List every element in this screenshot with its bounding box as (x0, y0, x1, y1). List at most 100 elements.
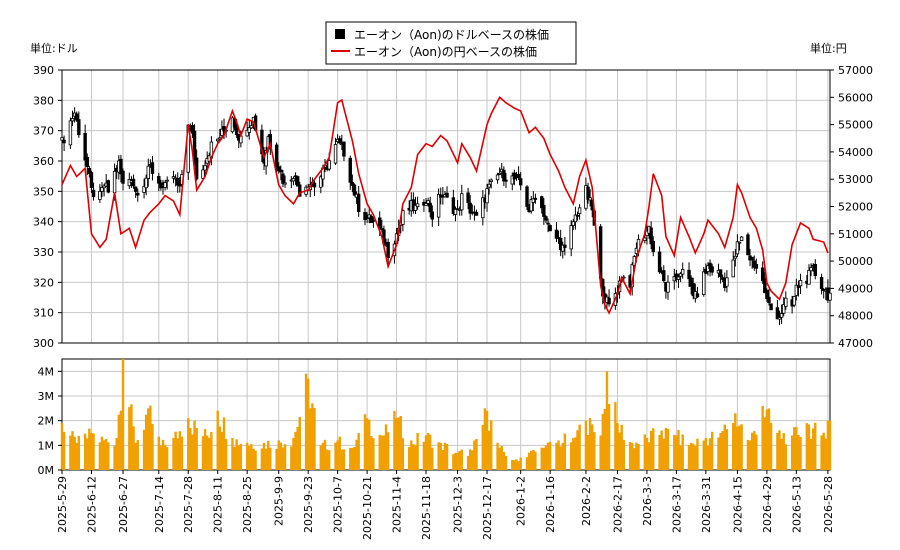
candle-body (281, 173, 285, 184)
volume-bar (793, 427, 796, 470)
volume-axis: 0M 1M 2M 3M 4M (38, 365, 62, 477)
volume-bar (71, 431, 74, 470)
candle-body (763, 278, 767, 294)
volume-bar (431, 447, 434, 470)
volume-bar (195, 428, 198, 470)
volume-bar (414, 445, 417, 470)
volume-bar (187, 418, 190, 470)
volume-bar (748, 440, 752, 470)
candle-body (333, 144, 338, 164)
candle-body (485, 188, 489, 204)
volume-tick-label: 4M (38, 365, 55, 378)
volume-bar (245, 442, 249, 470)
volume-bar (357, 433, 360, 470)
candle-body (807, 269, 811, 285)
x-tick-label: 2025-11-4 (391, 476, 404, 533)
candle-body (681, 268, 685, 275)
volume-bar (304, 373, 308, 470)
candle-body (413, 204, 418, 211)
x-tick-label: 2025-6-12 (85, 476, 98, 533)
candle-body (264, 150, 268, 167)
volume-bar (407, 447, 411, 470)
volume-bar (460, 449, 463, 470)
candle-body (68, 120, 73, 146)
candle-body (430, 211, 435, 220)
candle-body (765, 290, 769, 299)
volume-bar (824, 438, 827, 470)
volume-bar (353, 446, 356, 470)
candle-body (428, 202, 432, 213)
volume-bar (723, 424, 726, 470)
volume-bar (88, 428, 91, 470)
volume-bar (588, 417, 592, 470)
volume-bar (753, 431, 756, 470)
volume-bar (283, 444, 287, 470)
candle-body (674, 273, 679, 280)
volume-bar (820, 435, 823, 470)
candle-body (283, 182, 287, 185)
volume-bar (370, 436, 373, 470)
volume-bar (220, 431, 224, 470)
volume-bar (342, 449, 346, 470)
volume-bar (527, 452, 531, 470)
candle-body (87, 167, 92, 174)
volume-bar (496, 442, 499, 470)
candle-body (561, 244, 565, 252)
candle-body (531, 198, 536, 203)
volume-bar (372, 438, 375, 470)
candle-body (481, 197, 485, 219)
legend-box (325, 21, 577, 65)
volume-bar (643, 434, 647, 470)
volume-bar (102, 440, 106, 470)
volume-bar (586, 435, 590, 470)
volume-bar (475, 438, 478, 470)
candle-body (348, 157, 352, 183)
volume-bar (178, 431, 182, 470)
candle-body (312, 182, 317, 188)
volume-bar (275, 448, 278, 470)
candle-body (171, 176, 176, 179)
volume-bar (525, 457, 529, 470)
volume-bar (574, 437, 577, 470)
volume-bar (776, 433, 779, 470)
volume-bar (424, 435, 428, 470)
volume-bar (77, 435, 81, 470)
volume-bar (426, 432, 430, 470)
candle-body (436, 194, 441, 218)
volume-bar (136, 440, 139, 470)
volume-bar (69, 435, 72, 470)
usd-legend-swatch (335, 29, 345, 39)
volume-bar (755, 434, 758, 470)
candle-body (563, 244, 567, 249)
volume-bar (294, 431, 297, 470)
x-tick-label: 2026-4-29 (761, 476, 774, 533)
candle-body (571, 221, 575, 226)
x-tick-label: 2026-1-2 (515, 476, 528, 526)
volume-bar (412, 444, 415, 470)
volume-bar (542, 447, 546, 470)
candle-body (754, 264, 759, 269)
candle-body (277, 166, 281, 172)
candle-body (828, 292, 832, 301)
volume-bar (340, 449, 344, 470)
volume-bar (422, 441, 426, 470)
volume-bar (605, 371, 609, 470)
candle-body (525, 186, 529, 207)
volume-bar (144, 414, 148, 470)
volume-bar (325, 449, 329, 470)
volume-bar (719, 433, 722, 470)
candle-body (298, 184, 302, 197)
volume-bar (710, 431, 714, 470)
volume-bar (107, 442, 110, 470)
candle-body (216, 138, 220, 142)
candle-body (622, 276, 626, 279)
candle-body (102, 185, 106, 189)
x-tick-label: 2026-3-17 (670, 476, 683, 533)
volume-bar (262, 442, 266, 470)
volume-bar (191, 434, 194, 470)
volume-bar (706, 445, 710, 470)
candle-body (106, 180, 110, 193)
volume-bar (561, 442, 564, 470)
volume-bar (224, 439, 228, 470)
volume-bar (151, 423, 154, 470)
